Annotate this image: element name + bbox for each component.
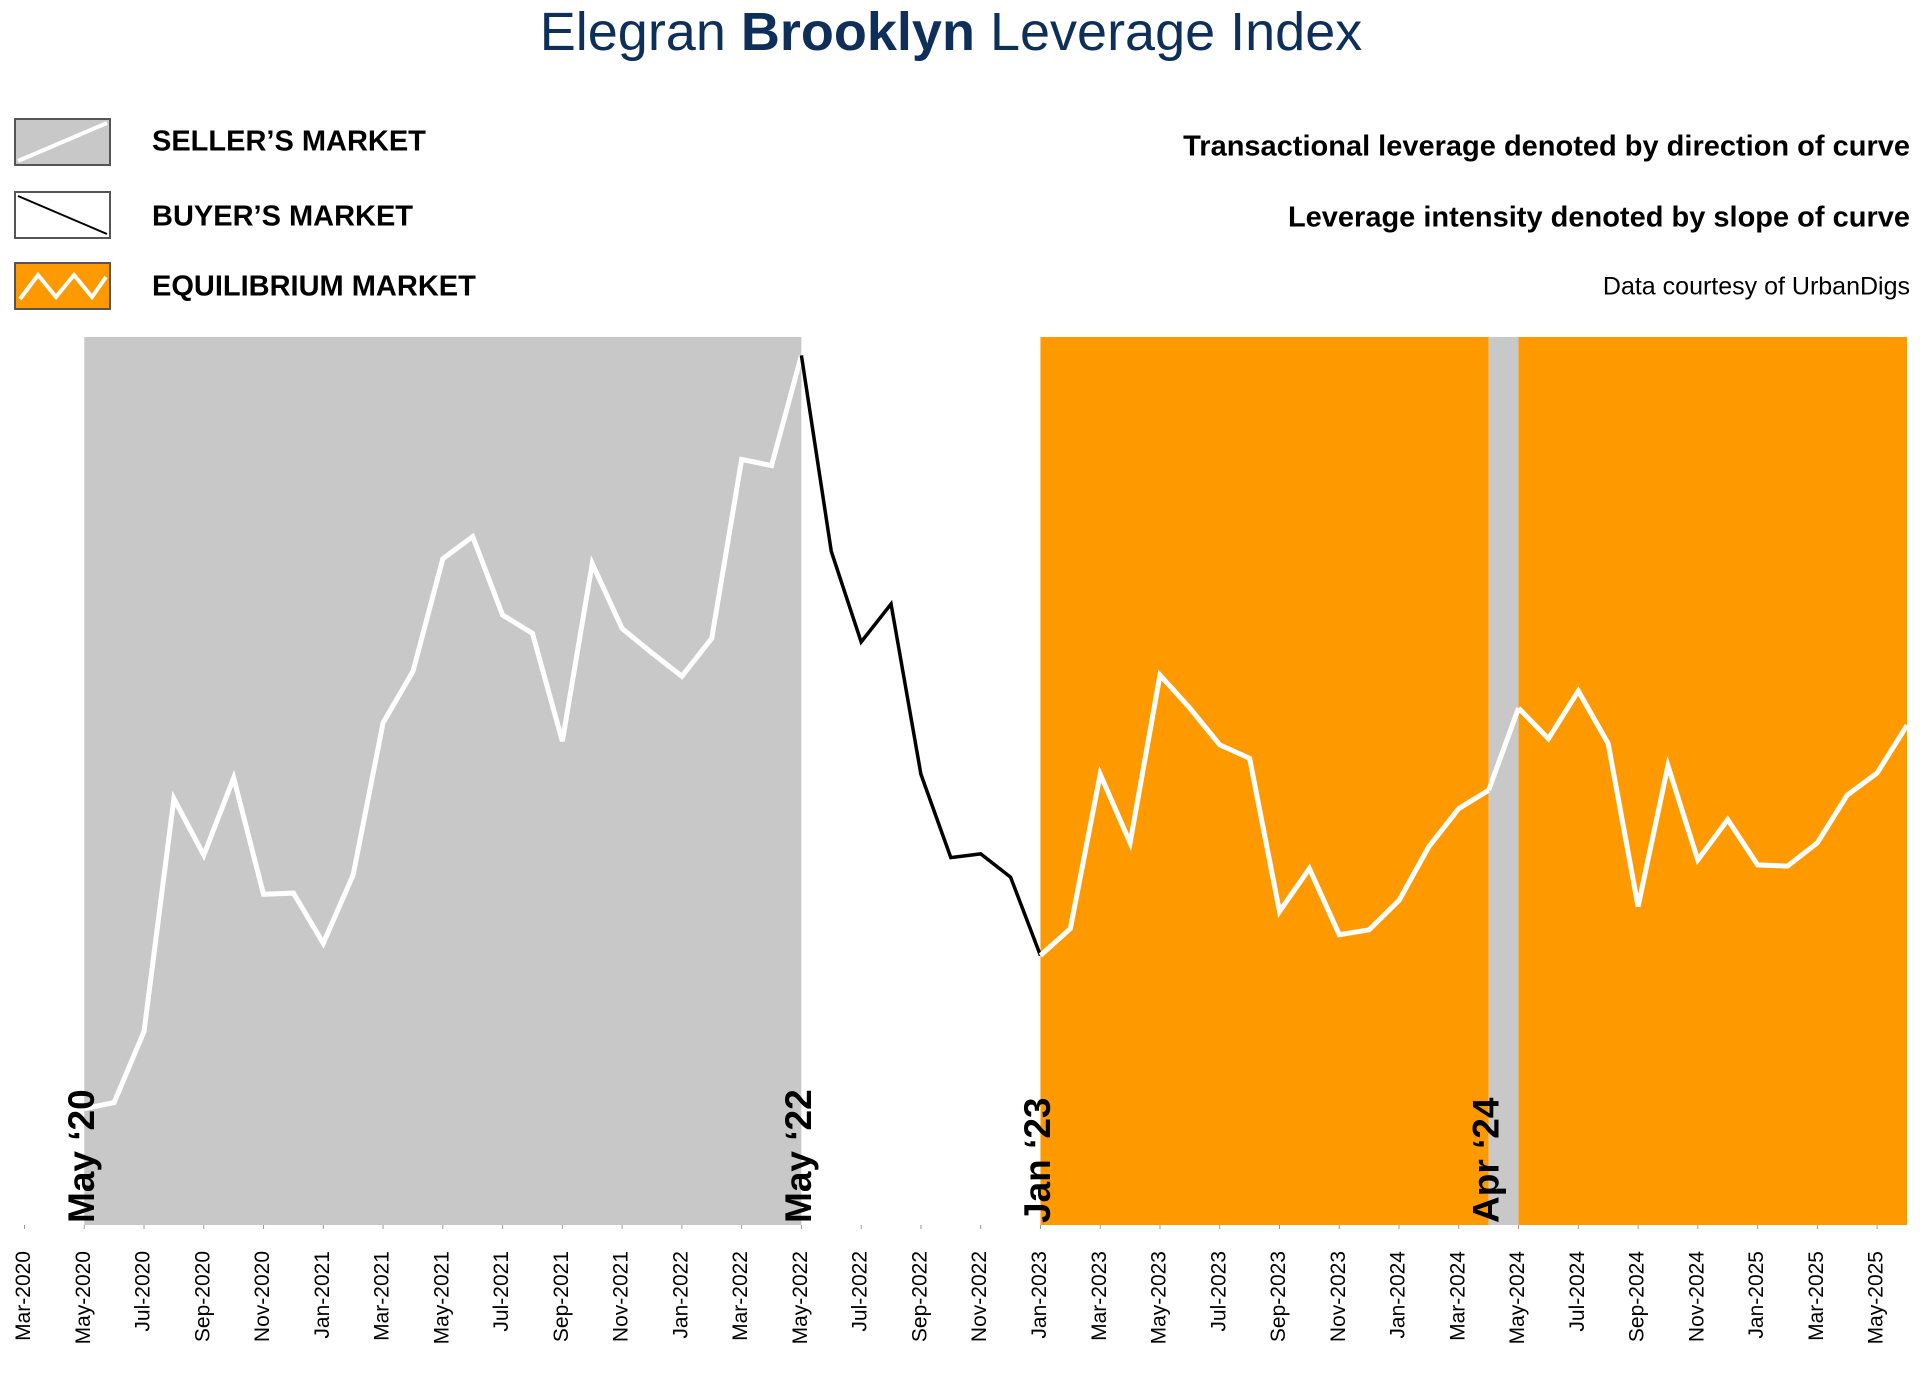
market-region (84, 337, 802, 1225)
x-tick-label: Jul-2023 (1207, 1251, 1230, 1332)
legend-label: BUYER’S MARKET (152, 201, 413, 233)
region-label: Jan ‘23 (1017, 1098, 1058, 1223)
title-emphasis: Brooklyn (741, 2, 975, 62)
note: Transactional leverage denoted by direct… (1183, 131, 1910, 163)
chart-title: Elegran Brooklyn Leverage Index (540, 2, 1363, 62)
x-tick-label: Mar-2025 (1805, 1251, 1828, 1341)
x-tick-label: Jan-2024 (1387, 1251, 1410, 1339)
x-tick-label: Sep-2020 (191, 1251, 214, 1342)
legend-swatch-line (17, 195, 108, 235)
x-tick-label: Sep-2021 (550, 1251, 573, 1342)
data-line (1486, 707, 1521, 792)
x-tick-label: Sep-2022 (908, 1251, 931, 1342)
title-suffix: Leverage Index (990, 2, 1362, 62)
x-tick-label: Nov-2022 (968, 1251, 991, 1342)
x-tick-label: May-2020 (72, 1251, 95, 1344)
x-tick-label: May-2021 (430, 1251, 453, 1344)
x-tick-label: Jan-2021 (311, 1251, 334, 1339)
legend-item: BUYER’S MARKET (14, 191, 413, 239)
region-label: May ‘22 (778, 1089, 819, 1223)
data-line (83, 354, 804, 1112)
data-line (1038, 669, 1490, 958)
x-tick-label: May-2022 (789, 1251, 812, 1344)
legend-swatch-line (17, 121, 108, 163)
x-tick-label: Jan-2022 (669, 1251, 692, 1339)
title-prefix: Elegran (540, 2, 726, 62)
x-tick-label: Sep-2023 (1267, 1251, 1290, 1342)
x-tick-label: Nov-2020 (251, 1251, 274, 1342)
x-tick-label: Mar-2022 (729, 1251, 752, 1341)
x-tick-label: Mar-2023 (1088, 1251, 1111, 1341)
data-line (799, 355, 1043, 957)
x-tick-label: Mar-2020 (12, 1251, 35, 1341)
x-tick-label: Nov-2023 (1327, 1251, 1350, 1342)
legend-item: EQUILIBRIUM MARKET (14, 262, 476, 310)
x-tick-label: Jan-2025 (1745, 1251, 1768, 1339)
x-tick-label: May-2023 (1148, 1251, 1171, 1344)
data-line (1516, 686, 1910, 908)
x-tick-label: Mar-2021 (371, 1251, 394, 1341)
x-tick-label: Jan-2023 (1028, 1251, 1051, 1339)
x-tick-label: Mar-2024 (1446, 1251, 1469, 1341)
x-tick-label: Jul-2022 (849, 1251, 872, 1332)
region-label: Apr ‘24 (1465, 1097, 1506, 1223)
x-tick-label: Nov-2021 (610, 1251, 633, 1342)
legend-label: SELLER’S MARKET (152, 126, 426, 158)
x-tick-label: Nov-2024 (1685, 1251, 1708, 1342)
x-tick-label: Jul-2021 (490, 1251, 513, 1332)
x-tick-label: Jul-2020 (132, 1251, 155, 1332)
market-region (801, 337, 1041, 1225)
region-label: May ‘20 (61, 1089, 102, 1223)
market-region (1040, 337, 1489, 1225)
note: Leverage intensity denoted by slope of c… (1288, 202, 1910, 234)
market-region (1518, 337, 1907, 1225)
x-tick-label: May-2024 (1506, 1251, 1529, 1345)
legend-item: SELLER’S MARKET (14, 118, 426, 166)
legend-swatch-line (18, 271, 108, 301)
x-tick-label: Sep-2024 (1626, 1251, 1649, 1342)
x-tick-label: May-2025 (1865, 1251, 1888, 1344)
source: Data courtesy of UrbanDigs (1603, 273, 1910, 301)
x-tick-label: Jul-2024 (1566, 1251, 1589, 1332)
legend-label: EQUILIBRIUM MARKET (152, 271, 476, 303)
